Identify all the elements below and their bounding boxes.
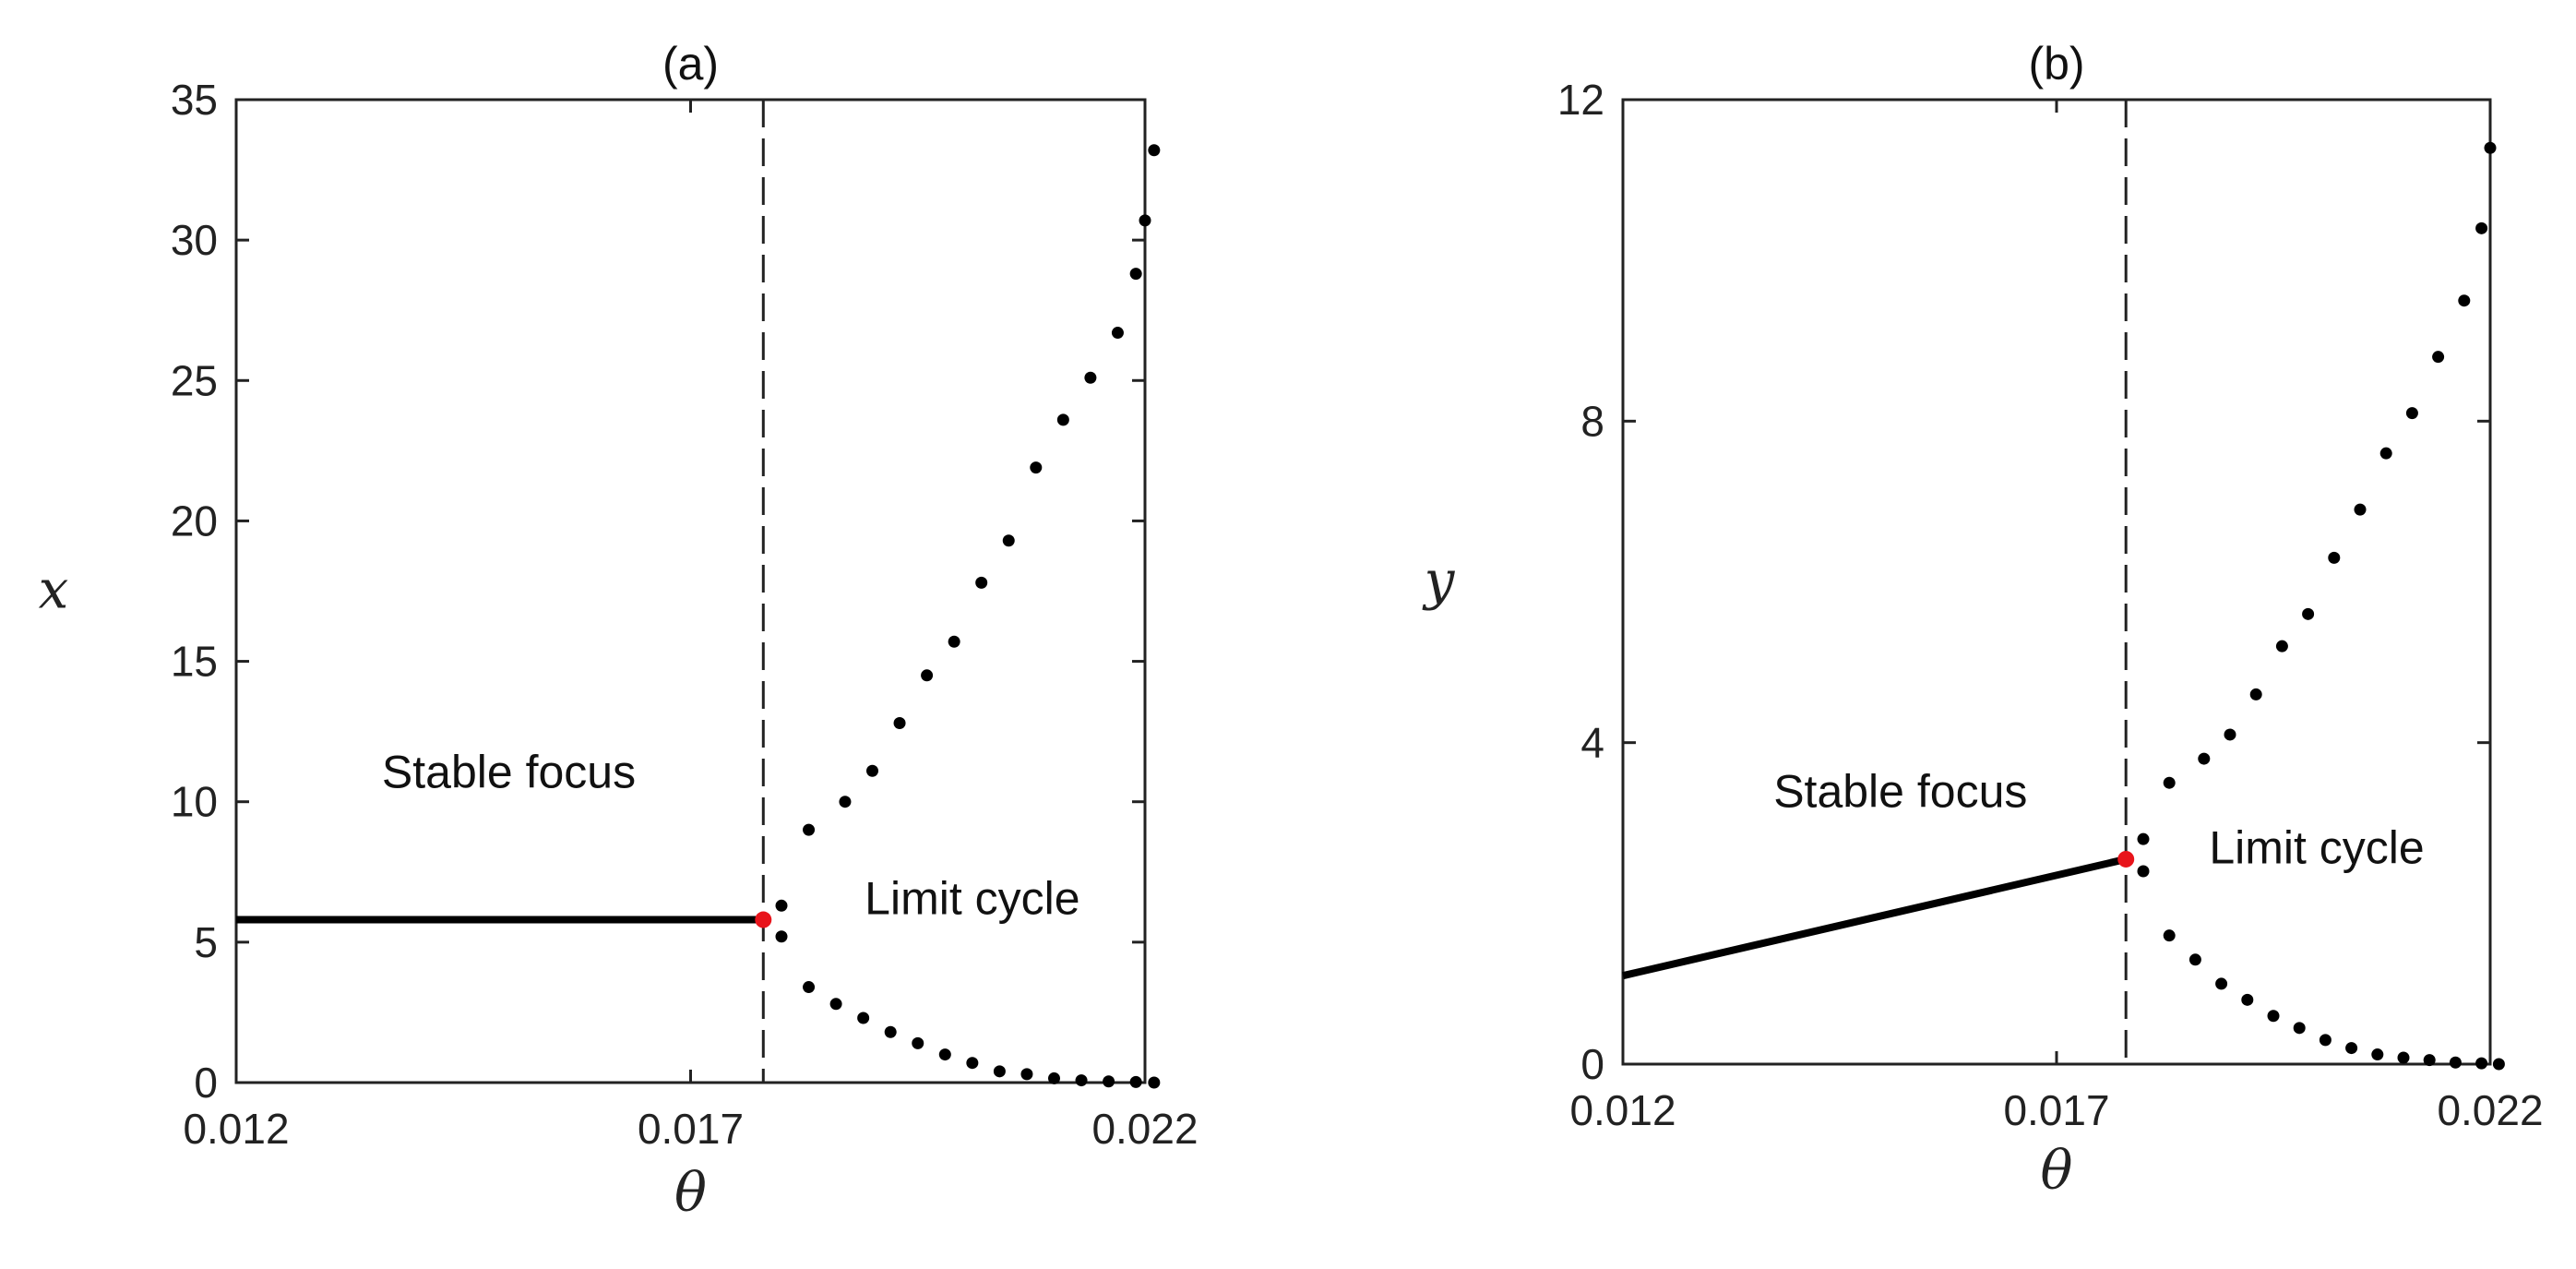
lower-branch-point: [2475, 1057, 2488, 1070]
lower-branch-point: [2163, 929, 2176, 942]
y-tick-label: 8: [1580, 397, 1604, 445]
x-axis-label: θ: [2041, 1139, 2073, 1202]
upper-branch-point: [2354, 503, 2367, 516]
lower-branch-point: [1103, 1075, 1115, 1088]
upper-branch-point: [1139, 214, 1151, 227]
y-tick-label: 10: [171, 778, 218, 826]
lower-branch-point: [857, 1012, 870, 1024]
lower-branch-point: [1129, 1075, 1142, 1088]
x-tick-label: 0.017: [2003, 1086, 2109, 1134]
upper-branch-point: [2484, 141, 2497, 154]
lower-branch-point: [2188, 953, 2201, 966]
stable-branch-line: [1622, 856, 2128, 980]
upper-branch-point: [1056, 413, 1069, 426]
lower-branch-point: [884, 1025, 897, 1038]
y-tick-label: 30: [171, 216, 218, 264]
lower-branch-point: [775, 930, 788, 943]
x-tick-label: 0.022: [1091, 1105, 1198, 1153]
x-tick-label: 0.012: [1569, 1086, 1676, 1134]
lower-branch-point: [1048, 1071, 1060, 1084]
x-tick-label: 0.012: [183, 1105, 289, 1153]
panel-title: (b): [2028, 38, 2084, 90]
annotation-label: Limit cycle: [865, 872, 1079, 924]
y-tick-label: 5: [194, 918, 218, 966]
lower-branch-point: [938, 1048, 951, 1061]
y-tick-label: 35: [171, 76, 218, 124]
axes-box: [1621, 98, 2492, 1066]
lower-branch-point: [2449, 1056, 2462, 1069]
upper-branch-point: [839, 796, 852, 808]
lower-branch-point: [966, 1057, 979, 1070]
upper-branch-point: [2249, 688, 2262, 700]
y-tick-label: 4: [1580, 719, 1604, 767]
lower-branch-point: [993, 1065, 1006, 1078]
axes-box: [234, 98, 1147, 1084]
panel-b: 0 4 8 12 0.012 0.017 0.022 (b) θ y Stable focus Lim…: [1422, 38, 2544, 1202]
hopf-point: [2117, 850, 2135, 868]
y-tick-label: 25: [171, 356, 218, 404]
x-tick-label: 0.017: [638, 1105, 744, 1153]
annotation-label: Limit cycle: [2209, 821, 2424, 873]
lower-branch-point: [2492, 1058, 2505, 1071]
upper-branch-point: [2405, 407, 2418, 420]
upper-branch-point: [893, 717, 906, 730]
lower-branch-point: [912, 1036, 924, 1049]
annotation-label: Stable focus: [382, 747, 636, 798]
y-tick-label: 20: [171, 497, 218, 545]
annotation-label: Stable focus: [1773, 765, 2027, 817]
upper-branch-point: [2432, 351, 2445, 364]
panel-a: 0 5 10 15 20 25 30 35 0.012 0.017 0.022 (a) θ x Stable…: [39, 38, 1199, 1224]
lower-branch-point: [2215, 977, 2228, 990]
upper-branch-point: [2275, 640, 2288, 652]
upper-branch-point: [1002, 534, 1015, 547]
upper-branch-point: [1111, 327, 1124, 340]
upper-branch-point: [775, 899, 788, 912]
lower-branch-point: [1020, 1068, 1033, 1081]
y-tick-label: 15: [171, 638, 218, 686]
y-tick-label: 0: [194, 1059, 218, 1107]
x-axis-label: θ: [674, 1161, 707, 1224]
lower-branch-point: [1075, 1074, 1088, 1087]
y-axis-label: x: [39, 558, 69, 621]
upper-branch-point: [2475, 221, 2488, 234]
upper-branch-point: [2302, 607, 2315, 620]
upper-branch-point: [948, 635, 960, 648]
upper-branch-point: [1030, 461, 1043, 474]
y-axis-label: y: [1422, 549, 1456, 612]
upper-branch-point: [2198, 752, 2211, 765]
upper-branch-point: [803, 823, 816, 836]
lower-branch-point: [2345, 1042, 2358, 1055]
upper-branch-point: [975, 576, 988, 589]
lower-branch-point: [2137, 865, 2150, 878]
lower-branch-point: [829, 998, 842, 1011]
lower-branch-point: [803, 981, 816, 994]
lower-branch-point: [2293, 1022, 2306, 1035]
upper-branch-point: [2379, 447, 2392, 460]
upper-branch-point: [2163, 776, 2176, 789]
lower-branch-point: [2267, 1010, 2280, 1023]
upper-branch-point: [2328, 551, 2341, 564]
upper-branch-point: [1148, 144, 1161, 157]
panel-title: (a): [662, 38, 719, 90]
upper-branch-point: [921, 669, 934, 682]
hopf-point: [755, 911, 772, 928]
y-tick-label: 0: [1580, 1040, 1604, 1088]
upper-branch-point: [1129, 268, 1142, 281]
upper-branch-point: [2137, 832, 2150, 845]
lower-branch-point: [2423, 1054, 2436, 1067]
x-tick-label: 0.022: [2437, 1086, 2543, 1134]
y-tick-label: 12: [1557, 76, 1604, 124]
lower-branch-point: [2397, 1051, 2410, 1064]
upper-branch-point: [866, 764, 878, 777]
upper-branch-point: [1084, 371, 1097, 384]
upper-branch-point: [2224, 728, 2236, 741]
upper-branch-point: [2458, 294, 2471, 307]
lower-branch-point: [2319, 1034, 2332, 1047]
lower-branch-point: [1148, 1076, 1161, 1089]
lower-branch-point: [2241, 993, 2254, 1006]
lower-branch-point: [2371, 1048, 2384, 1061]
